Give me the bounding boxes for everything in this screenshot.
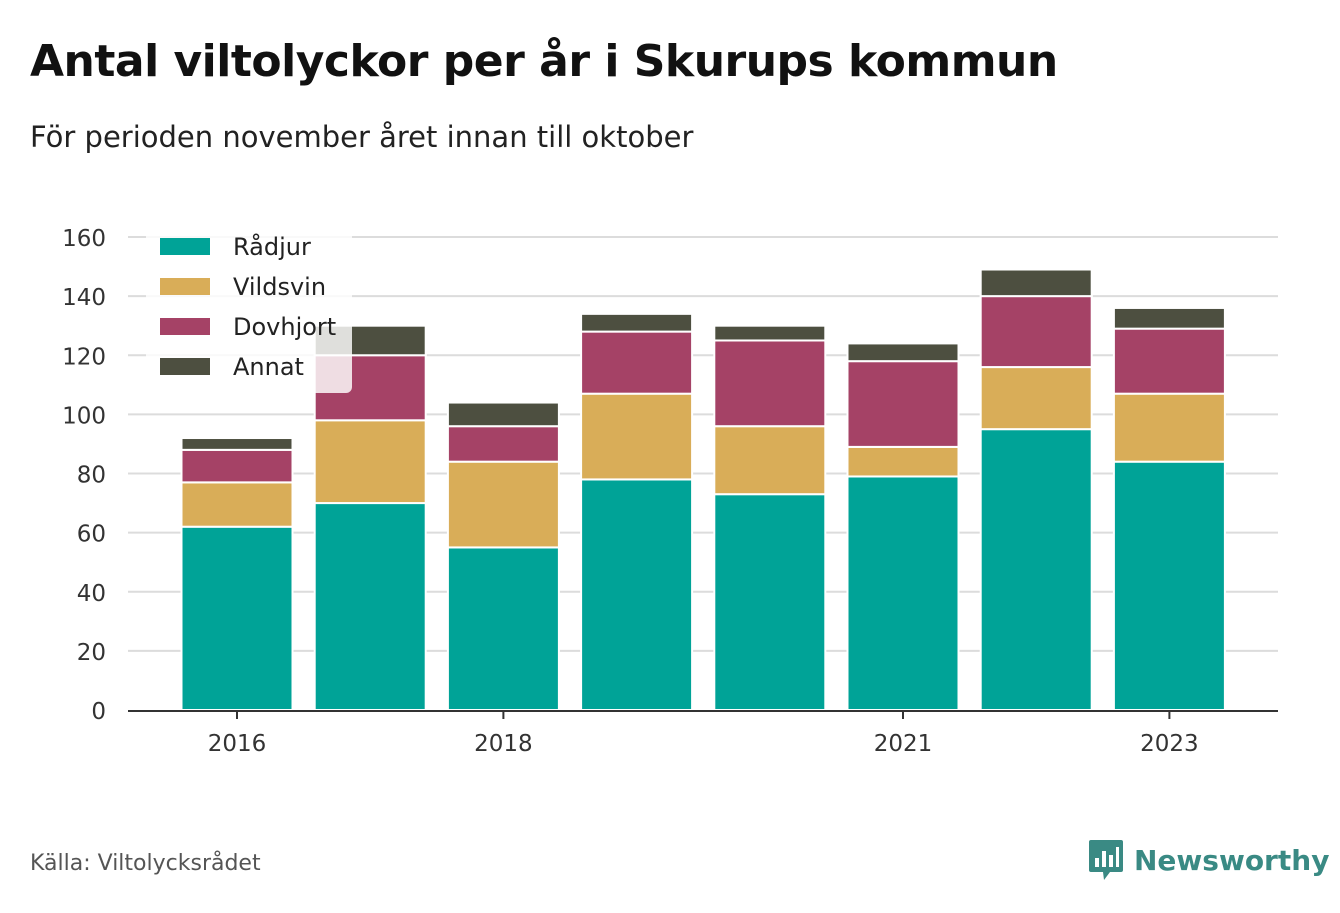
bar-segment-rådjur xyxy=(580,478,694,711)
legend: Rådjur Vildsvin Dovhjort Annat xyxy=(146,230,352,393)
legend-swatch-dovhjort xyxy=(160,318,210,335)
bar-segment-rådjur xyxy=(180,525,294,712)
bar-segment-rådjur xyxy=(313,502,427,711)
y-tick-label: 120 xyxy=(62,344,106,370)
legend-label-dovhjort: Dovhjort xyxy=(233,313,336,341)
y-tick-label: 100 xyxy=(62,403,106,429)
bar-segment-dovhjort xyxy=(180,448,294,484)
bar-segment-rådjur xyxy=(446,546,560,711)
bar-segment-annat xyxy=(713,324,827,342)
y-axis-ticks: 0 20 40 60 80 100 120 140 160 xyxy=(62,226,106,725)
bar-segment-annat xyxy=(580,312,694,333)
bar-segment-vildsvin xyxy=(846,445,960,478)
bar-segment-dovhjort xyxy=(713,339,827,428)
bar-segment-annat xyxy=(1112,306,1226,330)
x-tick-label: 2021 xyxy=(874,731,933,757)
bar-segment-annat xyxy=(446,401,560,428)
legend-label-rådjur: Rådjur xyxy=(233,232,311,261)
bar-segment-annat xyxy=(846,342,960,363)
bar-segment-rådjur xyxy=(979,428,1093,711)
y-tick-label: 40 xyxy=(77,581,106,607)
legend-background xyxy=(146,230,352,393)
bar-segment-rådjur xyxy=(1112,460,1226,711)
bars xyxy=(180,268,1226,712)
bar-segment-dovhjort xyxy=(846,360,960,448)
bar-segment-dovhjort xyxy=(446,425,560,463)
x-tick-label: 2023 xyxy=(1140,731,1199,757)
chart-title: Antal viltolyckor per år i Skurups kommu… xyxy=(30,36,1058,87)
y-tick-label: 140 xyxy=(62,285,106,311)
bar-segment-annat xyxy=(180,437,294,451)
legend-swatch-annat xyxy=(160,358,210,375)
y-tick-label: 160 xyxy=(62,226,106,252)
y-tick-label: 80 xyxy=(77,463,106,489)
y-tick-label: 0 xyxy=(91,699,106,725)
legend-swatch-rådjur xyxy=(160,238,210,255)
bar-segment-vildsvin xyxy=(313,419,427,505)
bar-segment-dovhjort xyxy=(580,330,694,395)
bar-segment-dovhjort xyxy=(1112,327,1226,395)
x-tick-label: 2016 xyxy=(208,731,267,757)
bar-segment-rådjur xyxy=(846,475,960,711)
chart-subtitle: För perioden november året innan till ok… xyxy=(30,120,694,154)
brand-logo: Newsworthy xyxy=(1088,838,1329,882)
x-tick-label: 2018 xyxy=(474,731,533,757)
bar-chart-speech-bubble-icon xyxy=(1089,840,1123,880)
bar-segment-vildsvin xyxy=(180,481,294,528)
source-note: Källa: Viltolycksrådet xyxy=(30,851,261,876)
x-axis: 2016 2018 2021 2023 xyxy=(128,710,1278,757)
y-tick-label: 20 xyxy=(77,640,106,666)
legend-label-annat: Annat xyxy=(233,353,304,381)
bar-segment-annat xyxy=(979,268,1093,298)
legend-label-vildsvin: Vildsvin xyxy=(233,273,326,301)
legend-swatch-vildsvin xyxy=(160,278,210,295)
bar-segment-vildsvin xyxy=(580,392,694,481)
bar-segment-vildsvin xyxy=(1112,392,1226,463)
bar-segment-vildsvin xyxy=(979,366,1093,431)
bar-segment-vildsvin xyxy=(713,425,827,496)
bar-segment-dovhjort xyxy=(979,295,1093,369)
brand-name: Newsworthy xyxy=(1134,843,1330,877)
bar-segment-rådjur xyxy=(713,493,827,711)
bar-segment-vildsvin xyxy=(446,460,560,549)
y-tick-label: 60 xyxy=(77,522,106,548)
